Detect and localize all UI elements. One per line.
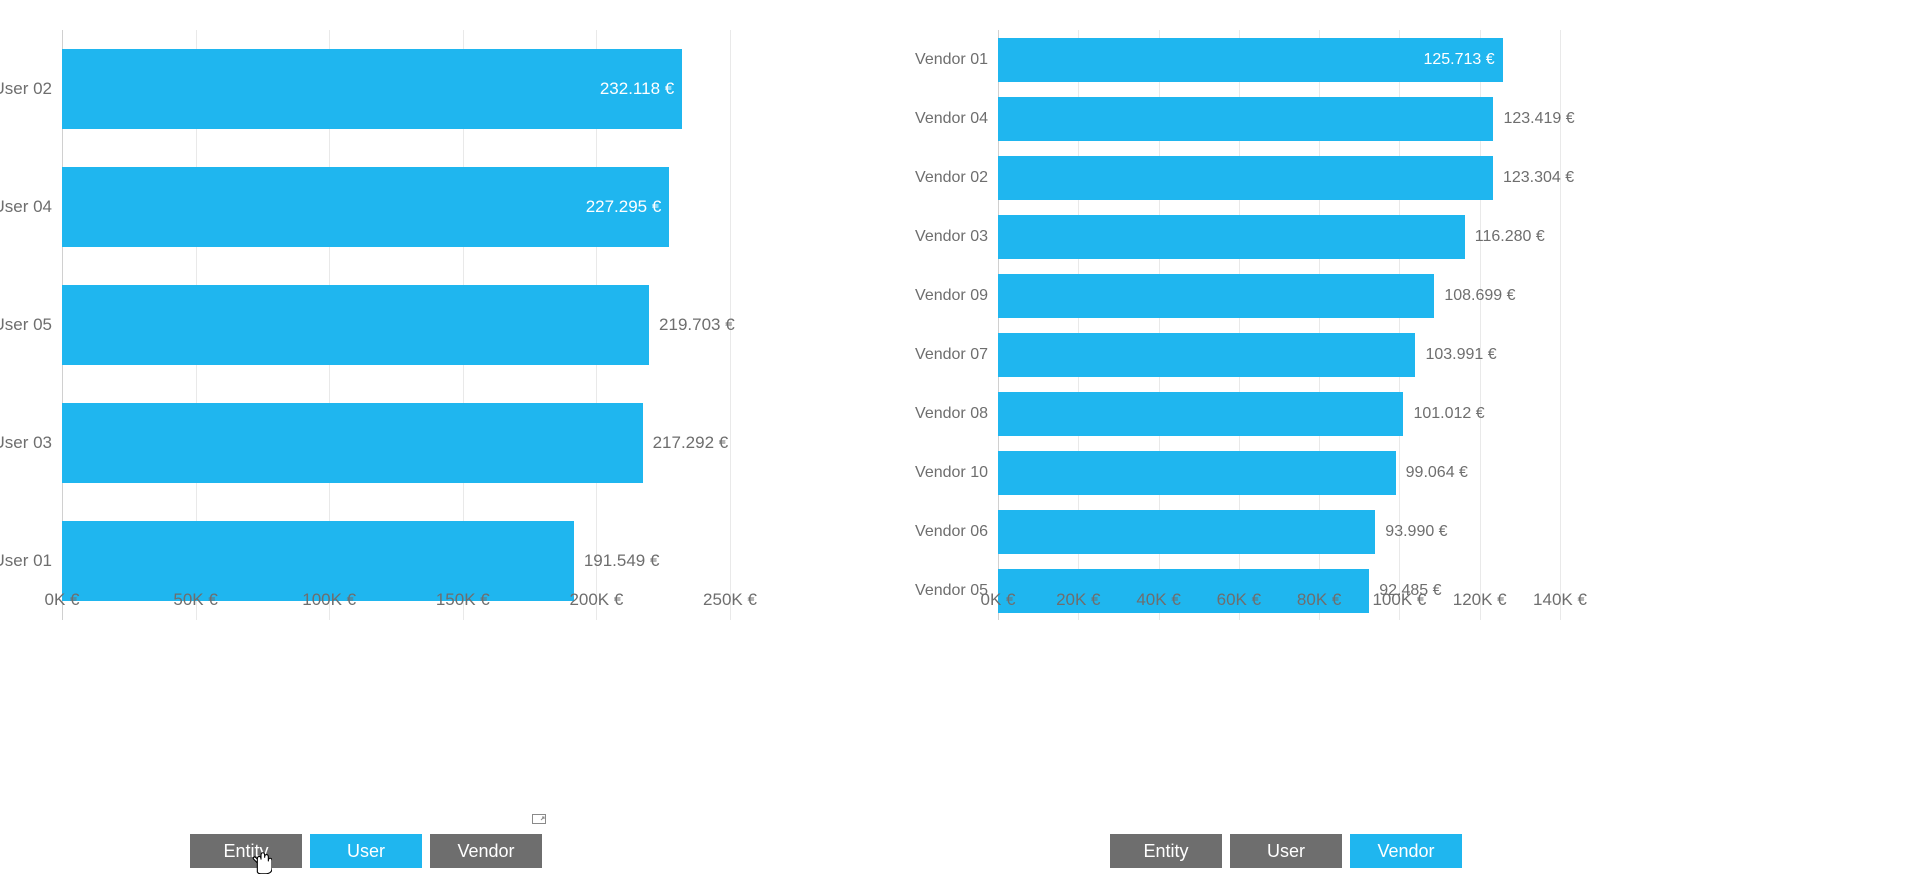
value-label: 191.549 €	[584, 551, 660, 571]
bar-row[interactable]: Vendor 09108.699 €	[998, 274, 1560, 318]
entity-button[interactable]: Entity	[1110, 834, 1222, 868]
value-label: 219.703 €	[659, 315, 735, 335]
bar-row[interactable]: User 02232.118 €	[62, 49, 730, 129]
category-label: Vendor 03	[915, 228, 998, 246]
left-chart-x-axis: 0K €50K €100K €150K €200K €250K €	[62, 590, 730, 620]
category-label: User 05	[0, 315, 62, 335]
bar-row[interactable]: Vendor 03116.280 €	[998, 215, 1560, 259]
x-tick-label: 250K €	[703, 590, 757, 610]
bar[interactable]: 227.295 €	[62, 167, 669, 247]
x-tick-label: 50K €	[173, 590, 217, 610]
category-label: User 02	[0, 79, 62, 99]
value-label: 227.295 €	[586, 197, 662, 217]
bar[interactable]: 103.991 €	[998, 333, 1415, 377]
x-tick-label: 80K €	[1297, 590, 1341, 610]
x-tick-label: 200K €	[569, 590, 623, 610]
vendor-button[interactable]: Vendor	[430, 834, 542, 868]
x-tick-label: 150K €	[436, 590, 490, 610]
category-label: Vendor 09	[915, 287, 998, 305]
right-chart-plot: Vendor 01125.713 € Vendor 04123.419 € Vend…	[998, 30, 1560, 620]
right-button-group: Entity User Vendor	[1110, 834, 1462, 868]
category-label: Vendor 07	[915, 346, 998, 364]
bar[interactable]: 232.118 €	[62, 49, 682, 129]
bar-row[interactable]: Vendor 07103.991 €	[998, 333, 1560, 377]
x-tick-label: 120K €	[1453, 590, 1507, 610]
bar[interactable]: 93.990 €	[998, 510, 1375, 554]
x-tick-label: 140K €	[1533, 590, 1587, 610]
value-label: 101.012 €	[1413, 405, 1484, 423]
right-chart-x-axis: 0K €20K €40K €60K €80K €100K €120K €140K…	[998, 590, 1560, 620]
bar-row[interactable]: Vendor 1099.064 €	[998, 451, 1560, 495]
category-label: User 04	[0, 197, 62, 217]
value-label: 93.990 €	[1385, 523, 1447, 541]
category-label: Vendor 06	[915, 523, 998, 541]
x-tick-label: 0K €	[45, 590, 80, 610]
focus-mode-icon[interactable]	[532, 814, 546, 826]
value-label: 103.991 €	[1425, 346, 1496, 364]
right-chart-bars: Vendor 01125.713 € Vendor 04123.419 € Vend…	[998, 30, 1560, 620]
bar-row[interactable]: Vendor 08101.012 €	[998, 392, 1560, 436]
bar[interactable]: 108.699 €	[998, 274, 1434, 318]
bar-row[interactable]: User 01191.549 €	[62, 521, 730, 601]
left-button-group: Entity User Vendor	[190, 834, 542, 868]
bar[interactable]: 101.012 €	[998, 392, 1403, 436]
category-label: Vendor 04	[915, 110, 998, 128]
x-tick-label: 100K €	[302, 590, 356, 610]
category-label: User 03	[0, 433, 62, 453]
bar[interactable]: 219.703 €	[62, 285, 649, 365]
value-label: 123.419 €	[1503, 110, 1574, 128]
value-label: 99.064 €	[1406, 464, 1468, 482]
bar[interactable]: 123.419 €	[998, 97, 1493, 141]
value-label: 123.304 €	[1503, 169, 1574, 187]
bar-row[interactable]: User 04227.295 €	[62, 167, 730, 247]
right-panel: Vendor 01125.713 €Vendor 04123.419 €Vend…	[850, 0, 1630, 888]
bar-row[interactable]: Vendor 01125.713 €	[998, 38, 1560, 82]
value-label: 125.713 €	[1423, 51, 1494, 69]
category-label: Vendor 10	[915, 464, 998, 482]
x-tick-label: 20K €	[1056, 590, 1100, 610]
value-label: 232.118 €	[600, 79, 674, 99]
x-tick-label: 0K €	[981, 590, 1016, 610]
left-panel: User 02232.118 €User 04227.295 €User 052…	[0, 0, 780, 888]
x-tick-label: 60K €	[1217, 590, 1261, 610]
left-chart-plot: User 02232.118 € User 04227.295 € User 052…	[62, 30, 730, 620]
vendor-button[interactable]: Vendor	[1350, 834, 1462, 868]
category-label: Vendor 08	[915, 405, 998, 423]
bar[interactable]: 99.064 €	[998, 451, 1396, 495]
bar[interactable]: 116.280 €	[998, 215, 1465, 259]
category-label: User 01	[0, 551, 62, 571]
value-label: 217.292 €	[653, 433, 729, 453]
x-tick-label: 100K €	[1372, 590, 1426, 610]
dashboard: User 02232.118 €User 04227.295 €User 052…	[0, 0, 1920, 888]
category-label: Vendor 01	[915, 51, 998, 69]
value-label: 116.280 €	[1475, 228, 1545, 246]
bar[interactable]: 217.292 €	[62, 403, 643, 483]
bar[interactable]: 123.304 €	[998, 156, 1493, 200]
entity-button[interactable]: Entity	[190, 834, 302, 868]
x-tick-label: 40K €	[1136, 590, 1180, 610]
bar[interactable]: 191.549 €	[62, 521, 574, 601]
bar-row[interactable]: User 05219.703 €	[62, 285, 730, 365]
bar-row[interactable]: Vendor 0693.990 €	[998, 510, 1560, 554]
category-label: Vendor 02	[915, 169, 998, 187]
user-button[interactable]: User	[310, 834, 422, 868]
user-button[interactable]: User	[1230, 834, 1342, 868]
value-label: 108.699 €	[1444, 287, 1515, 305]
bar-row[interactable]: Vendor 04123.419 €	[998, 97, 1560, 141]
bar-row[interactable]: User 03217.292 €	[62, 403, 730, 483]
bar-row[interactable]: Vendor 02123.304 €	[998, 156, 1560, 200]
left-chart-bars: User 02232.118 € User 04227.295 € User 052…	[62, 30, 730, 620]
bar[interactable]: 125.713 €	[998, 38, 1503, 82]
